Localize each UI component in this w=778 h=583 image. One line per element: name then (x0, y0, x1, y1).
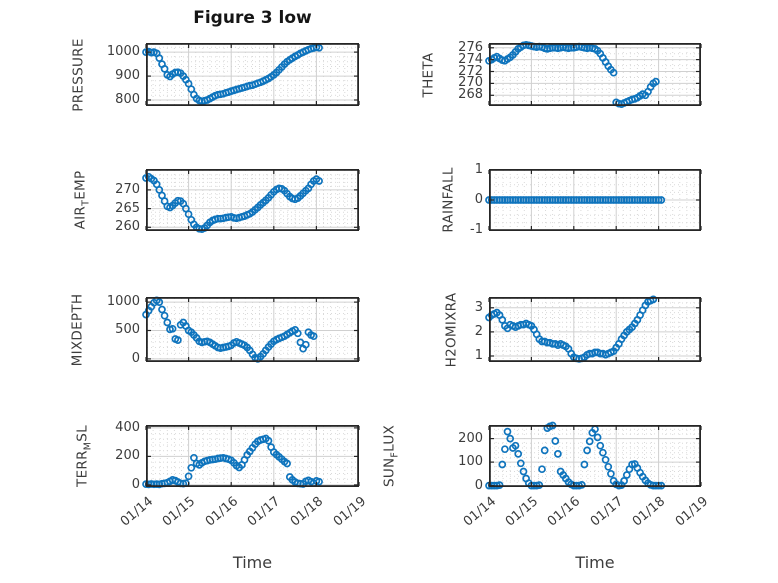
y-tick-label: 400 (115, 419, 140, 435)
x-tick-label: 01/19 (330, 494, 369, 530)
y-tick-label: 0 (474, 192, 483, 207)
y-tick-label: 900 (115, 68, 140, 84)
plot-area-sun-flux (485, 421, 702, 490)
plot-area-terr-msl (142, 424, 360, 489)
y-tick-label: 1000 (106, 44, 140, 60)
y-label-text: SL (74, 425, 91, 442)
y-label-subscript: T (80, 199, 92, 206)
y-tick-label: 1000 (106, 294, 140, 310)
figure-title: Figure 3 low (193, 8, 312, 28)
subplot-terr-msl: TERRMSL 400 200 0 01/14 01/15 01/16 01/17 01/18… (75, 420, 369, 529)
subplot-pressure: PRESSURE 1000 900 800 (71, 38, 360, 111)
y-label-text: EMP (72, 170, 89, 200)
y-tick-label: 0 (474, 477, 483, 493)
y-tick-label: 270 (115, 181, 140, 197)
y-label-text: TERR (74, 450, 91, 487)
plot-area-theta (485, 40, 702, 109)
y-tick-label: 1 (474, 161, 483, 177)
y-tick-label: 0 (131, 350, 140, 366)
subplot-theta: THETA 276 274 272 270 268 (421, 40, 702, 109)
y-axis-label-h2omixra: H2OMIXRA (444, 292, 463, 367)
y-tick-label: 265 (115, 200, 140, 216)
y-label-text: PRESSURE (70, 37, 87, 112)
y-tick-label: 100 (458, 454, 483, 470)
y-tick-label: 200 (115, 448, 140, 464)
x-tick-label: 01/14 (117, 494, 156, 530)
x-tick-label: 01/16 (202, 494, 241, 530)
x-tick-label: 01/16 (545, 494, 584, 530)
x-tick-label: 01/18 (287, 494, 327, 530)
y-label-text: SUN (381, 457, 398, 488)
y-axis-label-terr-msl: TERRMSL (75, 425, 94, 487)
y-tick-label: 260 (115, 219, 140, 235)
y-label-text: RAINFALL (440, 167, 457, 233)
plot-area-pressure (142, 42, 360, 107)
y-axis-label-theta: THETA (421, 52, 440, 97)
y-axis-label-pressure: PRESSURE (71, 38, 90, 111)
plot-area-h2omixra (485, 295, 702, 363)
x-tick-label: 01/15 (159, 494, 199, 530)
x-tick-label: 01/17 (587, 494, 626, 530)
x-tick-label: 01/18 (629, 494, 669, 530)
y-tick-label: 1 (474, 347, 483, 363)
y-label-subscript: M (82, 441, 94, 451)
subplot-rainfall: RAINFALL 1 0 -1 (441, 162, 702, 237)
y-tick-label: -1 (470, 222, 483, 238)
x-axis-title-right: Time (575, 553, 615, 572)
subplot-mixdepth: MIXDEPTH 1000 500 0 (70, 293, 360, 366)
y-label-text: H2OMIXRA (443, 292, 460, 367)
subplot-air-temp: AIRTEMP 270 265 260 (73, 168, 360, 234)
y-label-text: AIR (72, 205, 89, 230)
y-axis-label-rainfall: RAINFALL (441, 167, 460, 232)
x-tick-label: 01/19 (672, 494, 711, 530)
x-tick-label: 01/14 (460, 494, 499, 530)
y-axis-label-air-temp: AIRTEMP (73, 171, 92, 230)
y-tick-label: 200 (458, 430, 483, 446)
y-tick-label: 272 (458, 63, 483, 79)
y-tick-label: 276 (458, 39, 483, 55)
y-label-text: MIXDEPTH (69, 293, 86, 366)
x-tick-label: 01/17 (245, 494, 284, 530)
y-axis-label-mixdepth: MIXDEPTH (70, 293, 89, 366)
y-tick-label: 500 (115, 322, 140, 338)
subplot-sun-flux: SUNFLUX 200 100 0 01/14 01/15 01/16 01/17 01/18… (382, 421, 711, 530)
y-tick-label: 800 (115, 92, 140, 107)
y-label-text: LUX (381, 424, 398, 452)
y-axis-label-sun-flux: SUNFLUX (382, 425, 401, 487)
x-axis-title-left: Time (232, 553, 273, 572)
plot-area-rainfall (485, 168, 702, 232)
subplot-h2omixra: H2OMIXRA 3 2 1 (444, 292, 702, 367)
y-tick-label: 3 (474, 299, 483, 315)
y-label-subscript: F (389, 451, 401, 458)
plot-area-mixdepth (142, 296, 360, 363)
y-tick-label: 268 (458, 87, 483, 103)
y-tick-label: 2 (474, 323, 483, 339)
y-tick-label: 270 (458, 75, 483, 91)
plot-area-air-temp (142, 168, 360, 233)
y-tick-label: 274 (458, 51, 483, 67)
y-label-text: THETA (420, 52, 437, 97)
y-tick-label: 0 (131, 476, 140, 492)
x-tick-label: 01/15 (502, 494, 542, 530)
